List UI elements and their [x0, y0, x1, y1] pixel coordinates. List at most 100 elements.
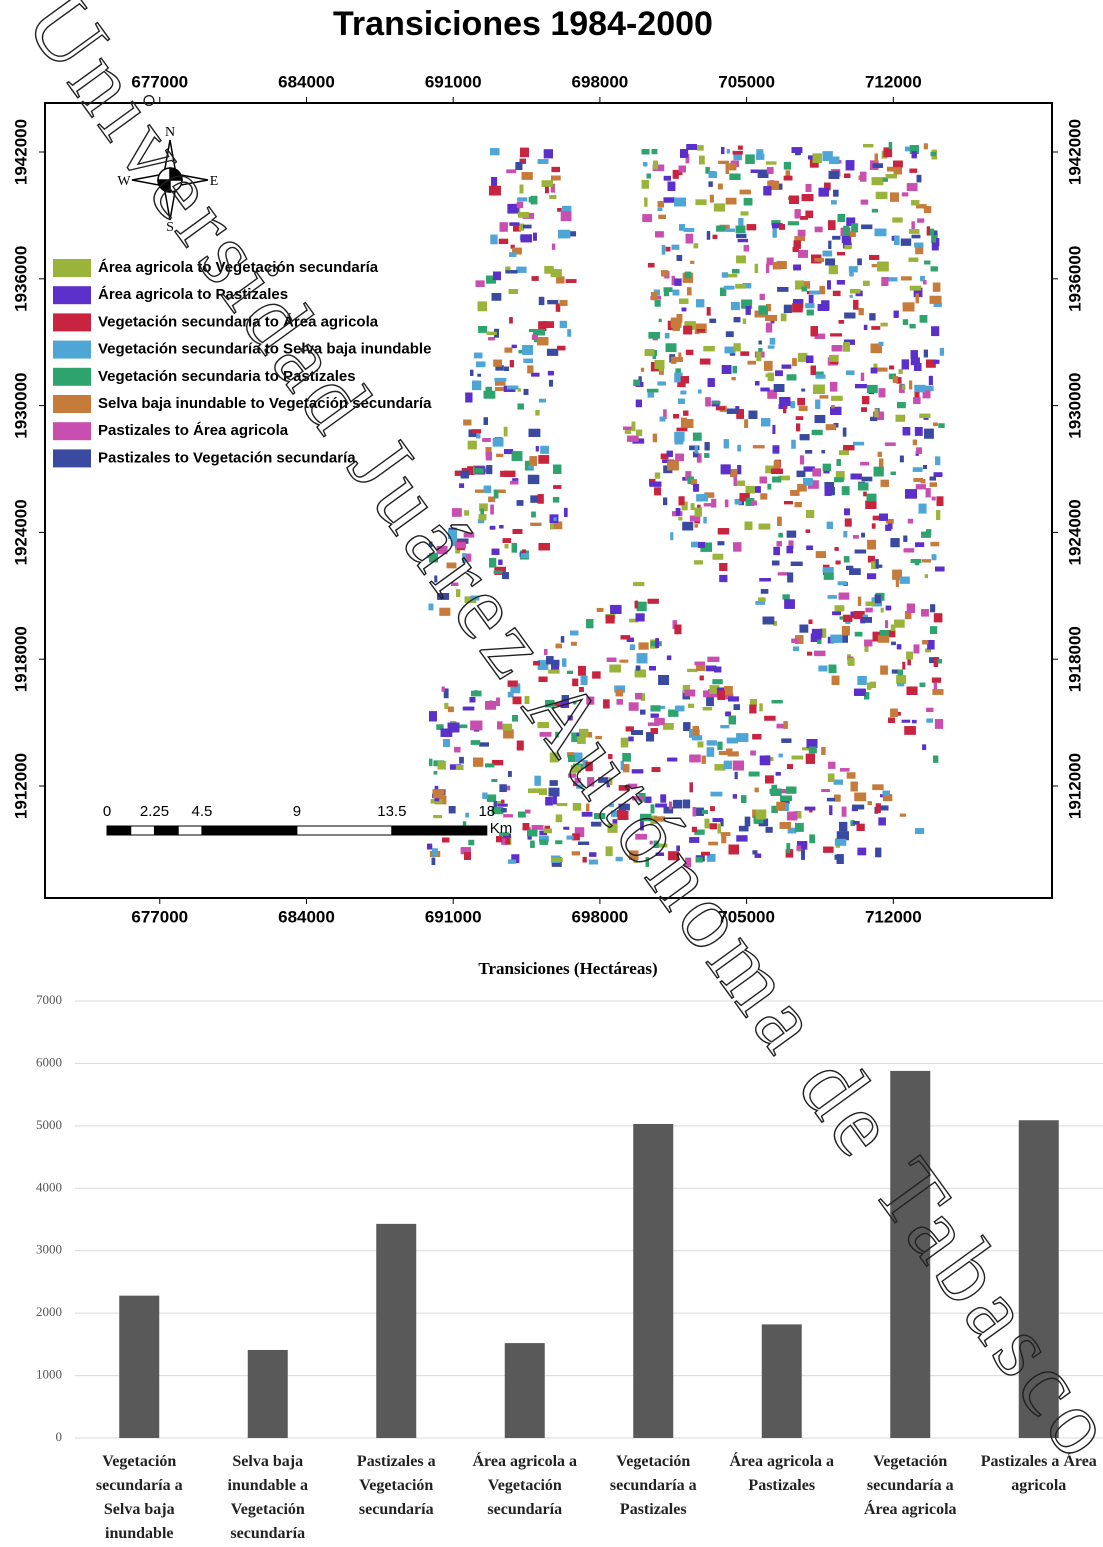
land-cover-patch — [501, 800, 504, 804]
y-tick-label: 1930000 — [11, 373, 30, 439]
land-cover-patch — [551, 269, 562, 277]
land-cover-patch — [800, 455, 804, 464]
land-cover-patch — [932, 497, 936, 501]
y-tick-label: 1918000 — [1065, 626, 1084, 692]
land-cover-patch — [746, 306, 751, 315]
land-cover-patch — [597, 608, 604, 612]
land-cover-patch — [902, 720, 911, 723]
land-cover-patch — [679, 166, 686, 173]
land-cover-patch — [528, 465, 533, 468]
land-cover-patch — [429, 759, 432, 766]
land-cover-patch — [765, 775, 773, 783]
land-cover-patch — [873, 516, 880, 521]
land-cover-patch — [721, 835, 726, 843]
land-cover-patch — [861, 200, 869, 205]
land-cover-patch — [687, 287, 692, 295]
land-cover-patch — [790, 401, 795, 408]
land-cover-patch — [741, 795, 746, 803]
land-cover-patch — [930, 296, 942, 304]
land-cover-patch — [641, 368, 644, 372]
land-cover-patch — [642, 214, 652, 222]
land-cover-patch — [456, 765, 464, 770]
land-cover-patch — [476, 432, 480, 438]
land-cover-patch — [882, 791, 889, 796]
land-cover-patch — [636, 400, 642, 407]
land-cover-patch — [853, 300, 858, 310]
land-cover-patch — [718, 824, 721, 834]
land-cover-patch — [889, 366, 894, 370]
land-cover-patch — [894, 236, 899, 245]
land-cover-patch — [909, 169, 917, 173]
land-cover-patch — [903, 319, 908, 324]
land-cover-patch — [865, 501, 876, 509]
land-cover-patch — [926, 708, 933, 712]
land-cover-patch — [897, 683, 904, 686]
land-cover-patch — [682, 308, 687, 312]
land-cover-patch — [809, 291, 820, 295]
x-tick-label: Área agricola a Vegetación secundaría — [465, 1450, 585, 1522]
land-cover-patch — [797, 471, 806, 477]
land-cover-patch — [728, 696, 739, 701]
land-cover-patch — [459, 757, 464, 764]
land-cover-patch — [583, 857, 587, 863]
land-cover-patch — [666, 343, 677, 352]
land-cover-patch — [487, 794, 496, 801]
land-cover-patch — [545, 797, 552, 805]
land-cover-patch — [891, 642, 896, 646]
land-cover-patch — [537, 337, 548, 345]
land-cover-patch — [698, 389, 702, 393]
land-cover-patch — [648, 263, 655, 268]
land-cover-patch — [647, 174, 651, 179]
land-cover-patch — [721, 832, 730, 836]
y-tick-label: 1942000 — [11, 119, 30, 185]
land-cover-patch — [752, 734, 761, 739]
land-cover-patch — [927, 640, 934, 649]
land-cover-patch — [733, 366, 737, 373]
land-cover-patch — [849, 568, 860, 574]
land-cover-patch — [463, 707, 474, 711]
land-cover-patch — [900, 456, 904, 463]
land-cover-patch — [497, 721, 502, 729]
land-cover-patch — [890, 709, 898, 717]
land-cover-patch — [547, 349, 558, 356]
land-cover-patch — [829, 265, 838, 274]
x-tick-label: Vegetación secundaría a Área agricola — [850, 1450, 970, 1522]
legend-swatch — [53, 313, 91, 331]
land-cover-patch — [645, 349, 655, 356]
land-cover-patch — [787, 764, 793, 769]
land-cover-patch — [855, 550, 866, 554]
land-cover-patch — [633, 380, 640, 386]
land-cover-patch — [934, 613, 942, 622]
land-cover-patch — [858, 597, 861, 606]
land-cover-patch — [800, 434, 810, 440]
land-cover-patch — [736, 733, 748, 741]
land-cover-patch — [731, 302, 740, 310]
land-cover-patch — [932, 689, 943, 695]
land-cover-patch — [553, 517, 556, 520]
land-cover-patch — [544, 829, 552, 833]
bar — [119, 1296, 159, 1438]
land-cover-patch — [777, 517, 781, 526]
land-cover-patch — [630, 644, 635, 650]
land-cover-patch — [915, 828, 924, 834]
land-cover-patch — [674, 278, 681, 285]
land-cover-patch — [796, 846, 800, 851]
land-cover-patch — [733, 542, 741, 551]
y-tick-label: 1000 — [36, 1367, 62, 1382]
legend-swatch — [53, 395, 91, 413]
land-cover-patch — [789, 196, 799, 204]
land-cover-patch — [809, 295, 814, 305]
land-cover-patch — [921, 532, 931, 538]
land-cover-patch — [621, 635, 630, 639]
land-cover-patch — [812, 430, 823, 435]
land-cover-patch — [871, 368, 877, 374]
land-cover-patch — [793, 265, 801, 271]
land-cover-patch — [831, 200, 837, 204]
land-cover-patch — [787, 812, 797, 821]
land-cover-patch — [649, 666, 656, 670]
y-tick-label: 4000 — [36, 1179, 62, 1194]
land-cover-patch — [427, 844, 432, 850]
land-cover-patch — [719, 751, 729, 755]
land-cover-patch — [680, 149, 688, 158]
land-cover-patch — [834, 477, 844, 482]
